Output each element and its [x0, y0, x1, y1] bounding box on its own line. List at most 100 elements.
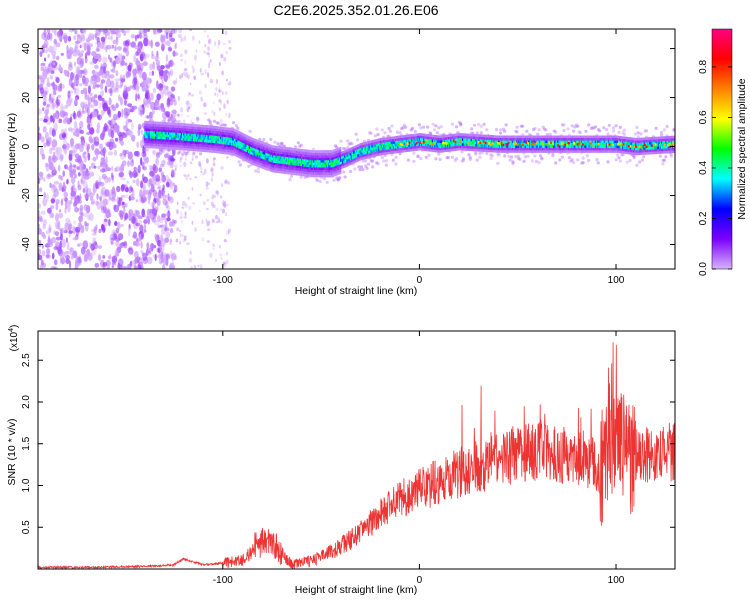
heatmap-cell-1565 [214, 92, 217, 96]
heatmap-cell-234 [60, 198, 64, 206]
heatmap-cell-2443 [611, 129, 616, 133]
heatmap-cell-1420 [120, 140, 124, 146]
heatmap-cell-1357 [104, 175, 109, 184]
heatmap-cell-536 [67, 203, 71, 213]
heatmap-cell-2189 [437, 152, 441, 156]
heatmap-cell-1212 [92, 111, 98, 118]
heatmap-cell-1652 [187, 196, 190, 200]
heatmap-cell-1379 [117, 53, 123, 61]
heatmap-cell-1376 [113, 149, 118, 156]
heatmap-cell-779 [133, 241, 137, 246]
heatmap-cell-1694 [210, 167, 214, 173]
heatmap-cell-324 [161, 245, 165, 254]
heatmap-cell-1417 [61, 186, 65, 192]
heatmap-cell-1671 [191, 186, 194, 191]
heatmap-cell-1951 [273, 140, 277, 144]
heatmap-cell-2170 [424, 155, 428, 159]
heatmap-cell-2329 [533, 126, 537, 131]
heatmap-cell-2140 [404, 125, 408, 129]
heatmap-cell-2384 [572, 129, 576, 133]
heatmap-cell-1403 [87, 85, 91, 94]
heatmap-cell-2191 [438, 157, 442, 161]
heatmap-cell-1555 [208, 52, 210, 58]
heatmap-cell-1199 [122, 89, 128, 95]
heatmap-cell-2310 [521, 124, 525, 128]
heatmap-cell-1640 [222, 208, 225, 214]
heatmap-cell-342 [92, 156, 97, 162]
heatmap-cell-2119 [388, 129, 393, 133]
heatmap-cell-1495 [168, 196, 174, 204]
heatmap-cell-373 [100, 90, 105, 97]
heatmap-cell-1588 [206, 198, 210, 202]
heatmap-cell-39 [164, 153, 169, 158]
heatmap-cell-108 [121, 108, 124, 118]
heatmap-cell-560 [38, 108, 42, 115]
heatmap-cell-1099 [119, 166, 125, 173]
heatmap-cell-208 [87, 97, 90, 107]
heatmap-cell-717 [138, 69, 143, 79]
heatmap-cell-459 [129, 171, 134, 179]
heatmap-cell-133 [135, 93, 138, 102]
heatmap-cell-1365 [134, 257, 138, 264]
heatmap-cell-570 [89, 61, 95, 65]
heatmap-cell-1604 [227, 40, 232, 44]
heatmap-cell-820 [142, 176, 148, 184]
heatmap-cell-1106 [128, 227, 131, 237]
heatmap-cell-1244 [165, 40, 171, 46]
heatmap-cell-1699 [201, 236, 205, 242]
spectrogram-heatmap [38, 29, 675, 269]
heatmap-cell-329 [127, 118, 131, 123]
heatmap-cell-2187 [435, 131, 439, 135]
heatmap-cell-1182 [139, 32, 142, 39]
heatmap-cell-679 [47, 53, 50, 59]
heatmap-cell-2484 [640, 158, 645, 162]
heatmap-cell-810 [66, 142, 70, 151]
heatmap-cell-2113 [384, 159, 388, 163]
heatmap-cell-2305 [516, 154, 521, 158]
heatmap-cell-982 [164, 194, 167, 199]
heatmap-cell-1431 [161, 174, 167, 183]
heatmap-cell-167 [124, 62, 128, 67]
heatmap-cell-2351 [548, 132, 552, 136]
heatmap-cell-112 [64, 197, 68, 202]
heatmap-cell-1205 [170, 158, 176, 162]
heatmap-cell-1049 [161, 159, 166, 166]
heatmap-cell-2419 [595, 158, 599, 162]
heatmap-cell-230 [102, 56, 108, 64]
heatmap-cell-1393 [43, 39, 49, 49]
heatmap-cell-1395 [49, 205, 55, 210]
heatmap-cell-1257 [167, 71, 172, 75]
chart-title: C2E6.2025.352.01.26.E06 [273, 2, 438, 18]
heatmap-cell-975 [67, 35, 72, 42]
heatmap-cell-758 [56, 146, 62, 156]
heatmap-cell-1493 [109, 233, 115, 243]
heatmap-cell-1349 [100, 168, 106, 173]
heatmap-cell-2215 [455, 157, 459, 161]
heatmap-cell-1354 [97, 42, 101, 47]
heatmap-cell-1150 [51, 252, 55, 260]
heatmap-cell-2185 [434, 157, 438, 161]
heatmap-cell-1610 [181, 72, 184, 78]
heatmap-cell-1397 [141, 71, 147, 81]
heatmap-cell-1736 [211, 172, 214, 177]
heatmap-cell-2319 [526, 154, 530, 158]
heatmap-cell-1483 [70, 149, 76, 157]
heatmap-cell-1441 [137, 164, 141, 174]
heatmap-cell-1402 [94, 54, 100, 60]
heatmap-cell-1426 [132, 179, 136, 183]
heatmap-cell-2452 [618, 125, 622, 129]
heatmap-cell-1559 [194, 227, 197, 232]
heatmap-cell-1000 [138, 233, 142, 242]
heatmap-cell-1569 [203, 102, 207, 108]
heatmap-cell-970 [83, 90, 88, 95]
heatmap-cell-1503 [198, 90, 202, 95]
heatmap-cell-1368 [156, 56, 160, 60]
heatmap-cell-852 [42, 101, 47, 106]
heatmap-cell-690 [105, 70, 110, 76]
heatmap-cell-1264 [114, 78, 120, 82]
heatmap-cell-1589 [189, 103, 192, 109]
heatmap-cell-1362 [57, 246, 62, 255]
heatmap-cell-788 [72, 131, 78, 137]
heatmap-cell-953 [154, 253, 157, 262]
